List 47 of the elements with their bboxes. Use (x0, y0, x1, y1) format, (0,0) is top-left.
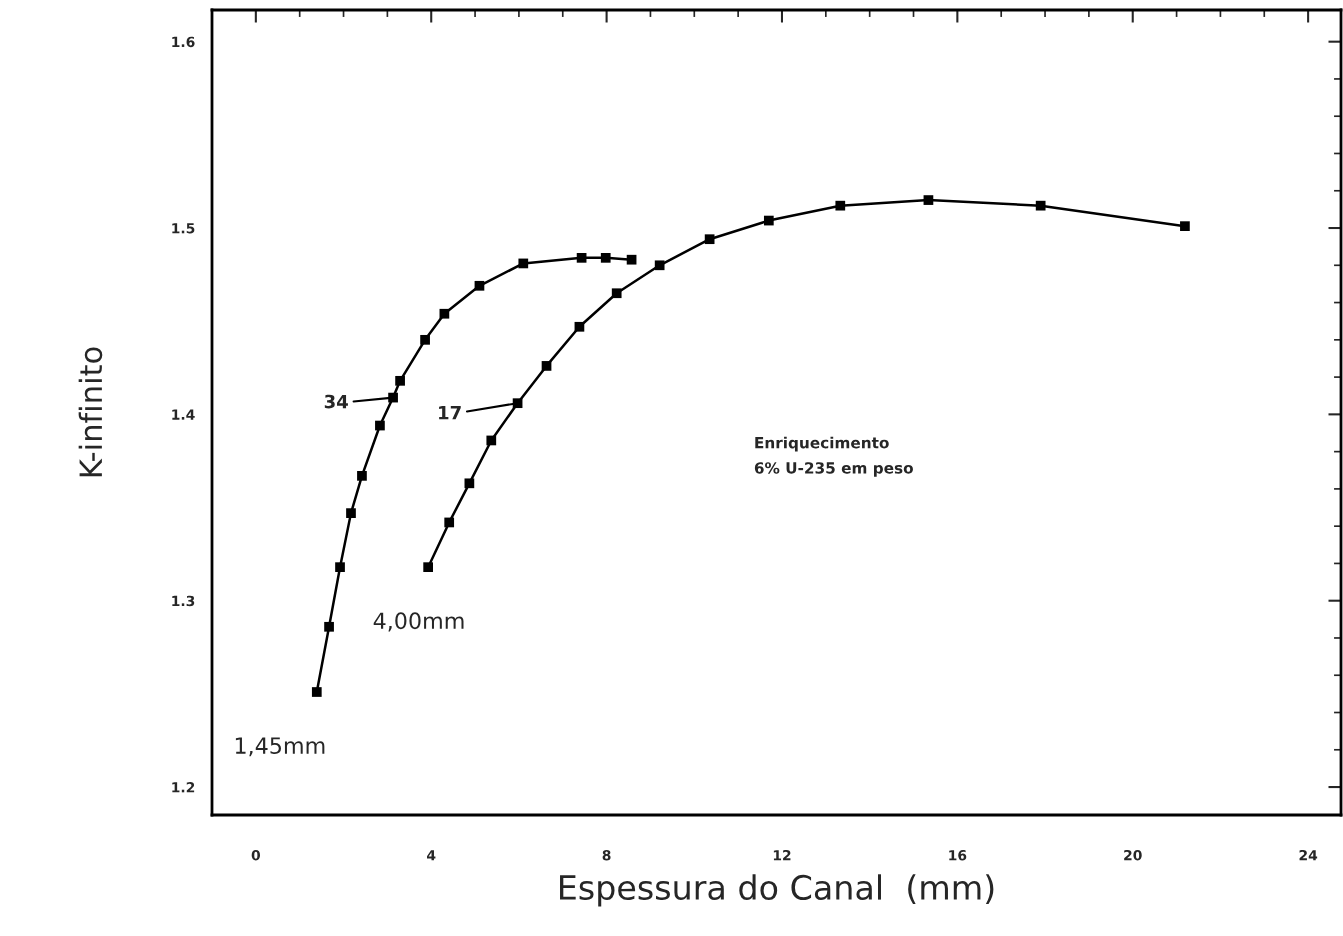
x-tick-label: 24 (1299, 849, 1318, 861)
point (464, 478, 475, 489)
x-tick-label: 12 (773, 849, 791, 861)
point (763, 215, 774, 226)
point (923, 195, 934, 205)
annotation: 1,45mm (235, 737, 325, 757)
point (346, 508, 356, 518)
x-axis-title: Espessura do Canal (mm) (560, 874, 994, 907)
x-tick-label: 16 (949, 849, 967, 861)
annotation: 17 (439, 406, 461, 420)
point (1180, 221, 1190, 232)
point (654, 260, 665, 271)
point (375, 420, 385, 431)
y-tick-label: 1.2 (172, 782, 195, 793)
x-tick-label: 20 (1124, 849, 1142, 861)
point (324, 621, 334, 632)
point (600, 252, 611, 263)
y-axis-title: K-infinito (78, 347, 103, 477)
point (444, 517, 455, 528)
point (439, 308, 450, 319)
point (357, 471, 367, 481)
point (518, 258, 529, 269)
point (574, 321, 585, 332)
point (704, 234, 715, 245)
annotation: 34 (324, 394, 348, 409)
annotation: Enriquecimento 6% U-235 em peso (754, 436, 913, 477)
point (486, 435, 497, 446)
annotation: 4,00mm (373, 612, 464, 632)
point (420, 334, 430, 345)
point (474, 280, 485, 291)
point (835, 200, 846, 211)
point (335, 562, 345, 573)
point (1035, 200, 1046, 211)
point (395, 375, 405, 386)
point (576, 252, 587, 263)
point (626, 254, 637, 265)
x-tick-label: 0 (251, 849, 261, 861)
point (541, 361, 552, 371)
y-tick-label: 1.4 (172, 409, 195, 420)
x-tick-label: 4 (427, 850, 436, 861)
point (311, 687, 322, 697)
y-tick-label: 1.5 (172, 223, 195, 234)
x-tick-label: 8 (602, 849, 611, 861)
point (423, 562, 434, 573)
point (611, 288, 622, 299)
y-tick-label: 1.6 (172, 36, 195, 48)
y-tick-label: 1.3 (172, 595, 195, 607)
